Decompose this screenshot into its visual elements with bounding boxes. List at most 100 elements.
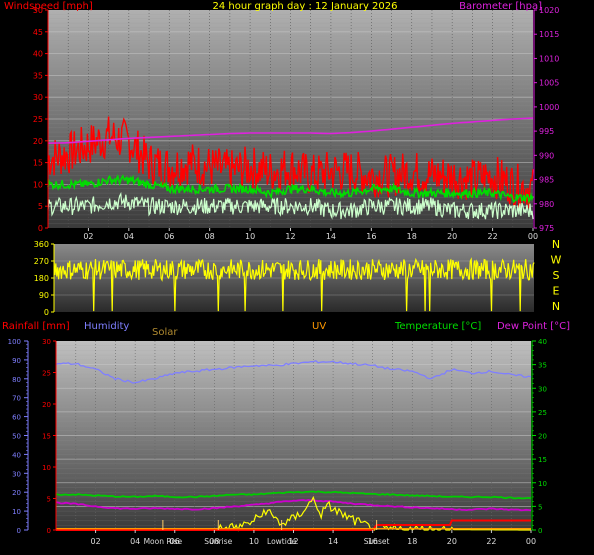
x-tick-label: 22: [487, 232, 497, 241]
x-tick-label: 14: [326, 232, 336, 241]
x-tick-label: 12: [288, 537, 298, 546]
event-label: Lowtide: [267, 537, 297, 546]
temperature-tick-label: 40: [538, 338, 547, 346]
rainfall-axis-label: Rainfall [mm]: [2, 321, 70, 332]
windspeed-tick-label: 45: [33, 28, 43, 37]
rainfall-tick-label: 25: [42, 370, 51, 378]
weather-series: [55, 359, 532, 532]
direction-series: [53, 257, 535, 312]
x-tick-label: 04: [124, 232, 134, 241]
weather-grid: [56, 341, 531, 530]
humidity-tick-label: 40: [12, 451, 21, 459]
temperature-tick-label: 0: [538, 527, 542, 535]
event-label: Moon Rise: [144, 537, 183, 546]
windspeed-tick-label: 40: [33, 50, 43, 59]
x-tick-label: 18: [407, 537, 417, 546]
barometer-tick-label: 1010: [539, 54, 559, 63]
x-tick-label: 12: [285, 232, 295, 241]
x-tick-label: 16: [368, 537, 378, 546]
x-tick-label: 10: [249, 537, 259, 546]
barometer-tick-label: 1020: [539, 6, 559, 15]
dewpoint-legend-label: Dew Point [°C]: [497, 321, 570, 332]
windspeed-tick-label: 30: [33, 93, 43, 102]
rainfall-line: [56, 519, 531, 531]
barometer-tick-label: 1000: [539, 103, 559, 112]
x-tick-label: 14: [328, 537, 338, 546]
temperature-tick-label: 25: [538, 409, 547, 417]
x-tick-label: 18: [407, 232, 417, 241]
wind-avg-line: [47, 174, 534, 205]
temperature-line: [55, 490, 532, 500]
humidity-tick-label: 10: [12, 508, 21, 516]
rainfall-tick-label: 20: [42, 401, 51, 409]
wind-direction-line: [53, 257, 535, 312]
wind-baro-series: [47, 116, 534, 220]
x-tick-label: 02: [90, 537, 100, 546]
humidity-tick-label: 60: [12, 414, 21, 422]
wind-baro-axes: 0510152025303540455097598098599099510001…: [33, 6, 560, 241]
humidity-tick-label: 30: [12, 470, 21, 478]
wind-min-line: [47, 191, 534, 220]
barometer-line: [47, 117, 534, 144]
windspeed-tick-label: 0: [38, 224, 43, 233]
compass-label: S: [553, 269, 560, 282]
temperature-tick-label: 20: [538, 433, 547, 441]
barometer-tick-label: 1015: [539, 30, 559, 39]
compass-label: E: [553, 285, 560, 298]
temperature-tick-label: 30: [538, 385, 547, 393]
x-tick-label: 00: [528, 232, 538, 241]
solar-legend-label: Solar: [152, 327, 178, 338]
x-tick-label: 00: [526, 537, 536, 546]
x-tick-label: 06: [164, 232, 174, 241]
windspeed-tick-label: 25: [33, 115, 43, 124]
rainfall-tick-label: 30: [42, 338, 51, 346]
x-tick-label: 22: [486, 537, 496, 546]
barometer-tick-label: 975: [539, 224, 554, 233]
x-tick-label: 04: [130, 537, 140, 546]
barometer-tick-label: 995: [539, 127, 554, 136]
humidity-legend-label: Humidity: [84, 321, 129, 332]
temperature-tick-label: 15: [538, 456, 547, 464]
humidity-tick-label: 20: [12, 489, 21, 497]
direction-tick-label: 90: [39, 291, 49, 300]
direction-tick-label: 0: [44, 308, 49, 317]
humidity-tick-label: 90: [12, 357, 21, 365]
humidity-tick-label: 0: [17, 527, 21, 535]
barometer-tick-label: 1005: [539, 79, 559, 88]
direction-tick-label: 360: [34, 240, 49, 249]
x-tick-label: 20: [447, 232, 457, 241]
graph-title: 24 hour graph day : 12 January 2026: [213, 1, 398, 12]
direction-grid: [54, 260, 534, 296]
x-tick-label: 10: [245, 232, 255, 241]
compass-label: N: [552, 300, 560, 313]
x-tick-label: 16: [366, 232, 376, 241]
compass-label: N: [552, 238, 560, 251]
barometer-axis-label: Barometer [hpa]: [459, 1, 542, 12]
windspeed-tick-label: 15: [33, 159, 43, 168]
weather-axes: 0102030405060708090100051015202530051015…: [8, 338, 547, 546]
windspeed-axis-label: Windspeed [mph]: [4, 1, 93, 12]
humidity-tick-label: 50: [12, 433, 21, 441]
humidity-tick-label: 70: [12, 395, 21, 403]
temperature-legend-label: Temperature [°C]: [394, 321, 481, 332]
x-tick-label: 08: [205, 232, 215, 241]
barometer-tick-label: 985: [539, 176, 554, 185]
direction-tick-label: 180: [34, 274, 49, 283]
windspeed-tick-label: 10: [33, 180, 43, 189]
barometer-tick-label: 980: [539, 200, 554, 209]
compass-label: W: [551, 254, 562, 267]
temperature-tick-label: 10: [538, 480, 547, 488]
direction-tick-label: 270: [34, 257, 49, 266]
temperature-tick-label: 35: [538, 362, 547, 370]
humidity-tick-label: 100: [8, 338, 21, 346]
x-tick-label: 08: [209, 537, 219, 546]
windspeed-tick-label: 5: [38, 202, 43, 211]
x-tick-label: 20: [447, 537, 457, 546]
barometer-tick-label: 990: [539, 151, 554, 160]
dewpoint-line: [55, 498, 532, 512]
windspeed-tick-label: 20: [33, 137, 43, 146]
event-label: Sunset: [364, 537, 390, 546]
windspeed-tick-label: 50: [33, 6, 43, 15]
